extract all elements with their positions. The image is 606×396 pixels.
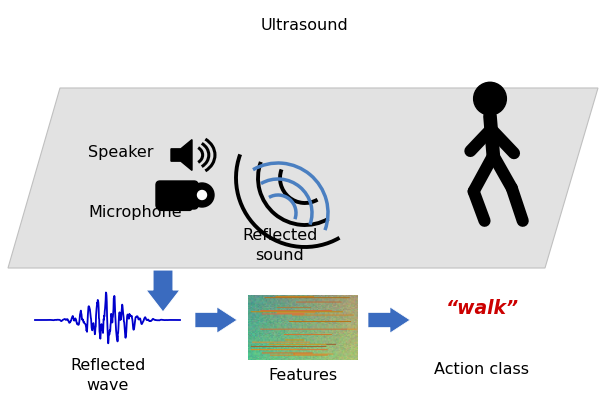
Text: Reflected
wave: Reflected wave	[70, 358, 145, 393]
Text: Speaker: Speaker	[88, 145, 153, 160]
FancyBboxPatch shape	[156, 181, 198, 209]
Polygon shape	[8, 88, 598, 268]
Text: Ultrasound: Ultrasound	[261, 18, 349, 33]
Text: Features: Features	[268, 368, 338, 383]
FancyArrow shape	[146, 270, 180, 312]
FancyArrow shape	[195, 307, 237, 333]
Text: “walk”: “walk”	[445, 299, 519, 318]
Circle shape	[474, 82, 507, 115]
Polygon shape	[171, 140, 192, 170]
FancyArrow shape	[368, 307, 410, 333]
Text: Action class: Action class	[435, 362, 530, 377]
Circle shape	[190, 183, 214, 207]
Text: Microphone: Microphone	[88, 204, 182, 219]
Circle shape	[198, 190, 207, 200]
Text: Reflected
sound: Reflected sound	[242, 228, 318, 263]
